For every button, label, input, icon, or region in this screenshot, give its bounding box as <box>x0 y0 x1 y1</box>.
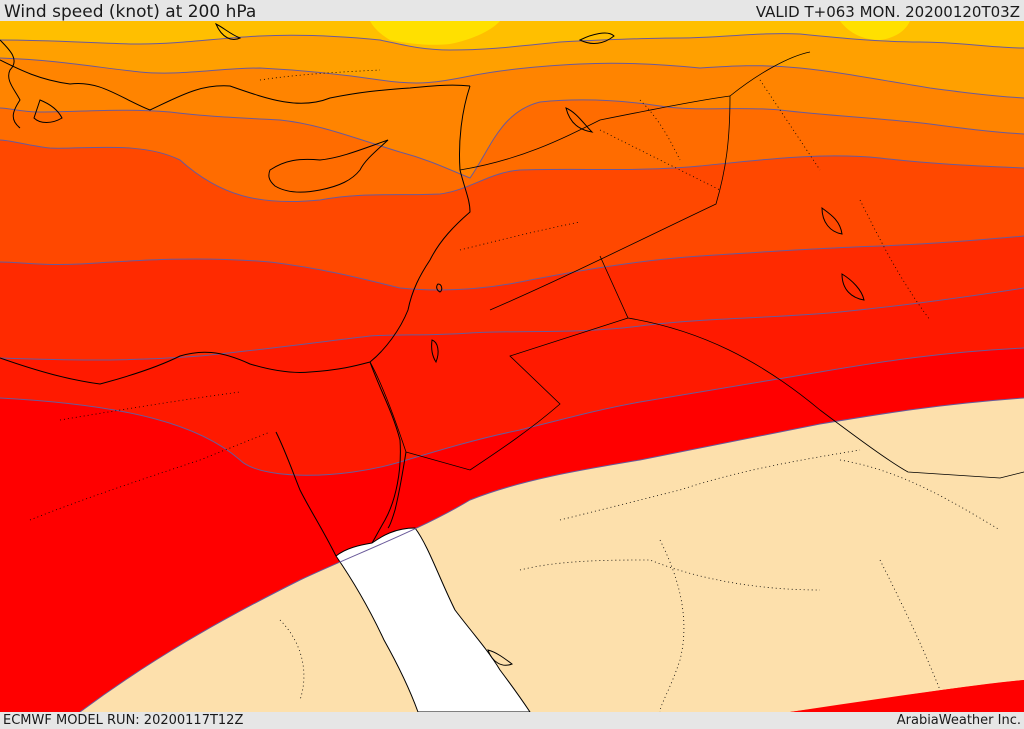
header-bar: Wind speed (knot) at 200 hPa VALID T+063… <box>0 0 1024 22</box>
map-canvas <box>0 21 1024 712</box>
valid-time: VALID T+063 MON. 20200120T03Z <box>755 3 1020 21</box>
band-3 <box>0 21 1024 98</box>
wind-speed-map <box>0 21 1024 712</box>
band-9-southeast <box>790 680 1024 712</box>
credit: ArabiaWeather Inc. <box>896 713 1021 728</box>
contour-lines <box>0 33 1024 712</box>
model-run: ECMWF MODEL RUN: 20200117T12Z <box>3 713 244 728</box>
band-1 <box>370 21 910 45</box>
country-borders <box>369 51 1024 479</box>
coastlines <box>0 22 865 666</box>
band-2 <box>0 21 1024 50</box>
red-sea <box>335 527 531 712</box>
footer-bar: ECMWF MODEL RUN: 20200117T12Z ArabiaWeat… <box>0 712 1024 729</box>
calm-region <box>80 398 1024 712</box>
admin-lines <box>29 69 1001 712</box>
map-title: Wind speed (knot) at 200 hPa <box>4 2 257 22</box>
